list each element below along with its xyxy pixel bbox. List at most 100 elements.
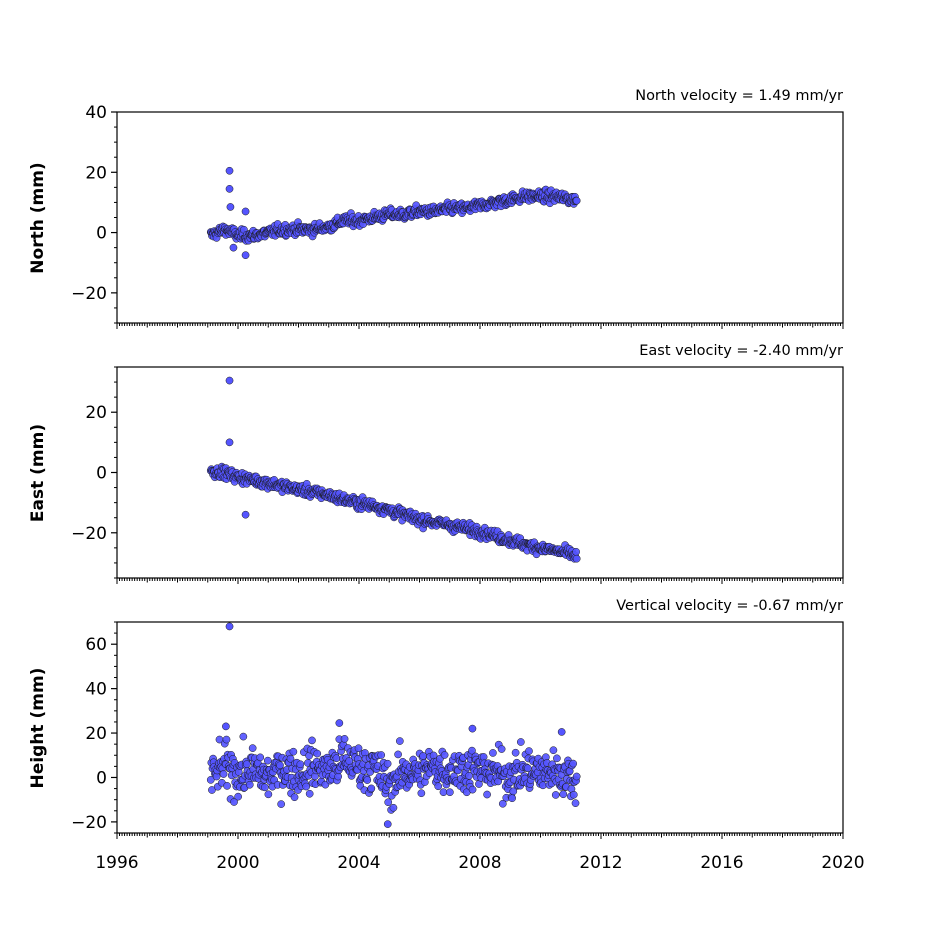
north-plot-frame [116,111,844,324]
height-points [206,622,581,828]
data-point [559,790,568,799]
data-point [551,791,560,799]
data-point [479,753,488,761]
outlier-point [557,728,566,736]
data-point [313,749,322,758]
data-point [230,798,238,806]
east-velocity-label: East velocity = -2.40 mm/yr [639,343,843,359]
y-tick-label: −20 [71,813,107,833]
y-tick-label: 20 [85,724,107,744]
data-point [277,800,286,808]
data-point [389,803,398,812]
data-point [572,772,581,781]
y-tick-label: 0 [96,224,107,244]
data-point [290,793,299,802]
outlier-point [241,207,250,216]
data-point [539,781,547,790]
data-point [468,785,477,794]
y-tick-label: 40 [85,680,107,700]
data-point [394,750,402,759]
data-point [508,794,516,803]
data-point [208,786,216,794]
outlier-point [225,185,234,193]
data-point [483,790,491,799]
y-tick-label: −20 [71,524,107,544]
data-point [354,744,363,753]
outlier-point [383,820,392,828]
data-point [302,782,311,791]
data-point [383,759,392,768]
data-point [497,745,506,753]
x-tick-label: 1996 [95,853,138,873]
data-point [523,764,532,773]
data-point [572,196,581,205]
data-point [489,749,497,757]
data-point [516,738,525,746]
data-point [395,737,404,745]
data-point [248,744,257,752]
data-point [296,760,305,769]
x-tick-label: 2012 [579,853,622,873]
outlier-point [241,510,250,519]
x-tick-label: 2000 [216,853,259,873]
outlier-point [468,724,477,733]
data-point [525,747,533,755]
data-point [434,782,443,791]
north-velocity-label: North velocity = 1.49 mm/yr [635,88,843,104]
north-y-axis: 40 20 0 −20 [71,103,117,324]
data-point [572,554,581,563]
data-point [572,547,580,556]
data-point [446,788,454,797]
outlier-point [225,438,234,447]
outlier-point [335,719,344,727]
east-points [206,376,581,563]
x-tick-label: 2008 [458,853,501,873]
data-point [417,789,426,798]
data-point [206,776,215,784]
data-point [553,754,561,763]
data-point [222,735,231,744]
data-point [571,799,580,808]
data-point [569,759,578,768]
north-x-axis [116,323,844,329]
data-point [468,746,476,755]
data-point [289,747,298,756]
x-tick-label: 2016 [700,853,743,873]
data-point [340,735,349,743]
north-panel: North velocity = 1.49 mm/yr 40 20 0 −20 Nor… [28,88,844,329]
north-points [206,166,581,260]
data-point [363,776,372,784]
data-point [264,790,273,799]
y-tick-label: 0 [96,768,107,788]
data-point [239,732,248,741]
data-point [511,748,520,757]
data-point [549,746,558,755]
data-point [509,787,518,796]
data-point [276,761,284,770]
y-tick-label: 20 [85,403,107,423]
y-tick-label: 40 [85,103,107,123]
data-point [569,790,578,799]
data-point [384,798,393,807]
height-x-axis [116,833,844,839]
north-y-axis-label: North (mm) [28,162,48,273]
height-y-axis: 60 40 20 0 −20 [71,621,117,834]
data-point [498,799,507,808]
east-y-axis-label: East (mm) [28,424,48,522]
data-point [308,736,316,745]
data-point [334,772,343,781]
y-tick-label: 0 [96,464,107,484]
data-point [223,782,231,790]
outlier-point [241,251,250,260]
y-tick-label: 60 [85,635,107,655]
data-point [440,751,449,759]
east-y-axis: 20 0 −20 [71,366,117,579]
data-point [245,780,254,789]
east-panel: East velocity = -2.40 mm/yr 20 0 −20 East … [28,343,844,584]
east-x-axis [116,578,844,584]
x-tick-label: 2020 [821,853,864,873]
data-point [286,754,295,763]
data-point [263,756,272,765]
height-plot-frame [116,621,844,834]
